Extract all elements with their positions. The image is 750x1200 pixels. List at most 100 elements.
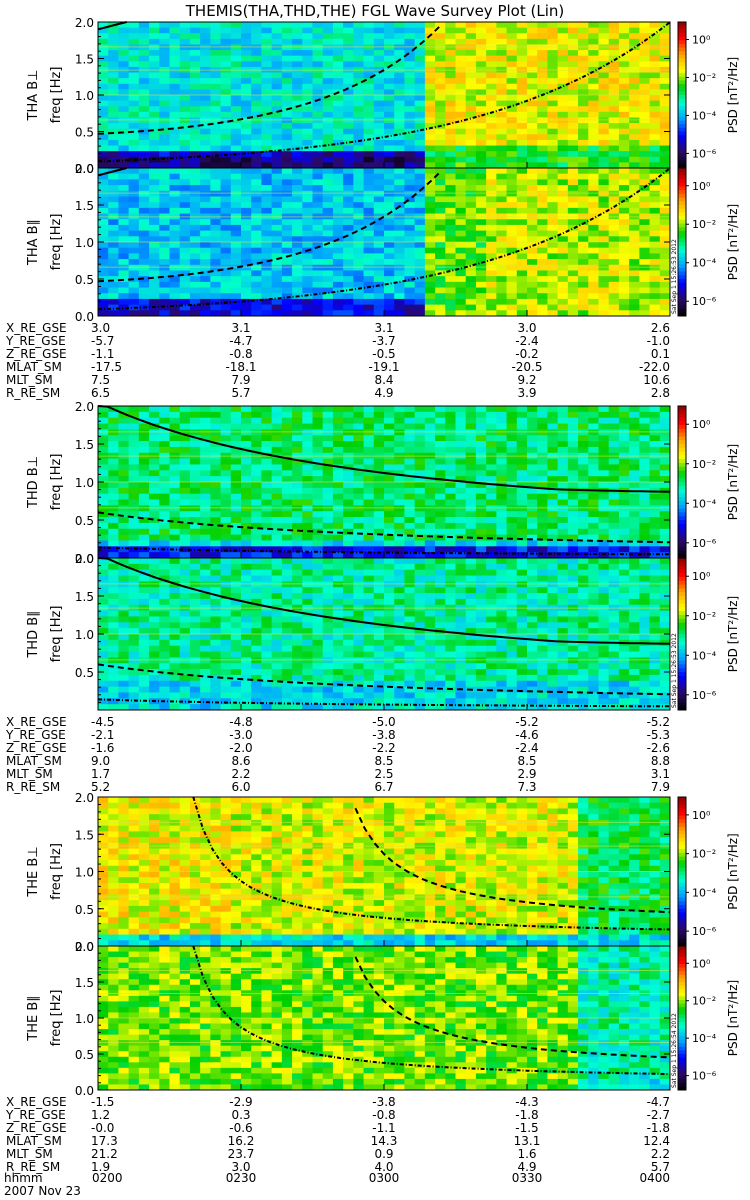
heat-cell bbox=[98, 156, 109, 163]
heat-cell bbox=[353, 517, 364, 524]
heat-cell bbox=[373, 304, 385, 311]
heat-cell bbox=[118, 482, 130, 489]
heat-cell bbox=[210, 61, 221, 68]
heat-cell bbox=[189, 517, 201, 524]
heat-cell bbox=[322, 151, 334, 158]
heat-cell bbox=[169, 276, 181, 283]
heat-cell bbox=[302, 78, 313, 85]
heat-cell bbox=[578, 111, 589, 118]
heat-cell bbox=[445, 33, 456, 40]
heat-cell bbox=[241, 173, 252, 180]
heat-cell bbox=[332, 493, 344, 500]
heat-cell bbox=[588, 196, 599, 203]
heat-cell bbox=[363, 270, 375, 277]
heat-cell bbox=[629, 89, 640, 96]
heat-cell bbox=[179, 219, 191, 226]
heat-cell bbox=[322, 540, 334, 547]
heat-cell bbox=[527, 27, 538, 34]
heat-cell bbox=[138, 162, 150, 169]
heat-cell bbox=[373, 219, 385, 226]
heat-cell bbox=[547, 552, 559, 559]
heat-cell bbox=[312, 435, 324, 442]
heat-cell bbox=[598, 281, 610, 288]
heat-cell bbox=[608, 72, 620, 79]
heat-cell bbox=[179, 185, 191, 192]
heat-cell bbox=[302, 517, 313, 524]
heat-cell bbox=[516, 38, 528, 45]
heat-cell bbox=[281, 44, 293, 51]
heat-cell bbox=[649, 287, 661, 294]
heat-cell bbox=[128, 168, 140, 175]
heat-cell bbox=[200, 287, 211, 294]
heat-cell bbox=[629, 505, 640, 512]
heat-cell bbox=[649, 534, 661, 541]
colorbar-swatch bbox=[678, 32, 686, 37]
heat-cell bbox=[486, 298, 497, 306]
heat-cell bbox=[598, 22, 610, 29]
heat-cell bbox=[189, 698, 201, 705]
heat-cell bbox=[353, 493, 364, 500]
heat-cell bbox=[394, 458, 405, 465]
heat-cell bbox=[312, 487, 324, 495]
heat-cell bbox=[639, 111, 650, 118]
heat-cell bbox=[414, 304, 426, 311]
heat-cell bbox=[108, 33, 119, 40]
heat-cell bbox=[629, 134, 640, 141]
heat-cell bbox=[271, 242, 283, 249]
heat-cell bbox=[230, 38, 242, 45]
heat-cell bbox=[138, 558, 150, 565]
heat-cell bbox=[230, 242, 242, 249]
heat-cell bbox=[384, 441, 395, 448]
heat-cell bbox=[527, 207, 538, 214]
heat-cell bbox=[394, 173, 405, 180]
colorbar-swatch bbox=[678, 124, 686, 129]
heat-cell bbox=[241, 123, 252, 130]
colorbar-swatch bbox=[678, 256, 686, 261]
heat-cell bbox=[578, 151, 589, 158]
heat-cell bbox=[435, 287, 446, 294]
gyro-frequency-curve bbox=[97, 21, 671, 163]
heat-cell bbox=[332, 224, 344, 232]
colorbar-swatch bbox=[678, 109, 686, 114]
heat-cell bbox=[373, 151, 385, 158]
heat-cell bbox=[179, 587, 191, 594]
heat-cell bbox=[659, 458, 671, 465]
heat-cell bbox=[435, 50, 446, 57]
heat-cell bbox=[537, 168, 548, 175]
heat-cell bbox=[486, 224, 497, 232]
heat-cell bbox=[547, 22, 559, 29]
heat-cell bbox=[445, 123, 456, 130]
heat-cell bbox=[149, 106, 160, 113]
heat-cell bbox=[567, 72, 579, 79]
heat-cell bbox=[108, 616, 119, 623]
heat-cell bbox=[353, 117, 364, 124]
heat-cell bbox=[292, 264, 303, 271]
heat-cell bbox=[353, 33, 364, 40]
heat-cell bbox=[424, 38, 436, 45]
heat-cell bbox=[363, 247, 375, 254]
heat-cell bbox=[149, 78, 160, 85]
heat-cell bbox=[465, 298, 477, 306]
heat-cell bbox=[547, 117, 559, 124]
heat-cell bbox=[179, 33, 191, 40]
heat-cell bbox=[332, 44, 344, 51]
heat-cell bbox=[312, 185, 324, 192]
heat-cell bbox=[292, 505, 303, 512]
heat-cell bbox=[659, 38, 671, 45]
heat-cell bbox=[210, 207, 221, 214]
heat-cell bbox=[608, 111, 620, 118]
heat-cell bbox=[118, 575, 130, 582]
heat-cell bbox=[189, 145, 201, 152]
heat-cell bbox=[271, 270, 283, 277]
colorbar-label: PSD [nT²/Hz] bbox=[726, 204, 740, 280]
heat-cell bbox=[496, 528, 507, 536]
heat-cell bbox=[108, 435, 119, 442]
heat-cell bbox=[118, 540, 130, 547]
heat-cell bbox=[537, 151, 548, 158]
heat-cell bbox=[424, 156, 436, 163]
heat-cell bbox=[363, 134, 375, 141]
colorbar-swatch bbox=[678, 428, 686, 433]
heat-cell bbox=[608, 540, 620, 547]
heat-cell bbox=[200, 179, 211, 186]
heat-cell bbox=[343, 145, 354, 152]
